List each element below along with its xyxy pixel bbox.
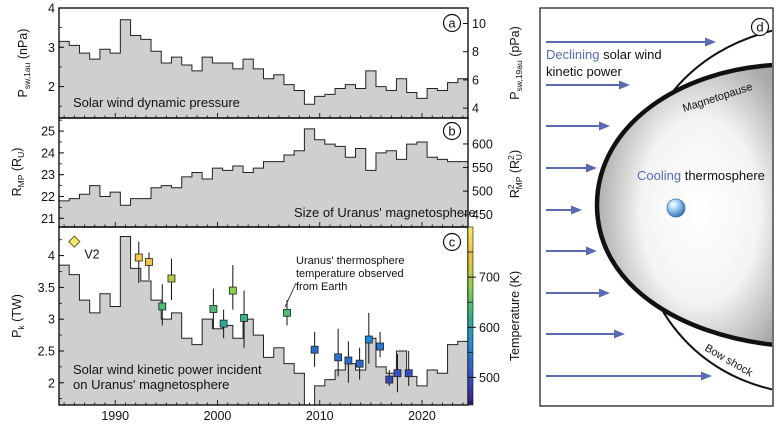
- panel-a-right-ytick-label: 8: [472, 45, 479, 59]
- observation-label-line1: Uranus' thermosphere: [296, 255, 405, 267]
- v2-marker-group: V2: [68, 235, 100, 262]
- temperature-colorbar: [467, 226, 474, 406]
- solar-wind-arrowhead: [705, 37, 716, 47]
- panel-a-ytick-label: 3: [48, 41, 55, 55]
- panel-b-right-ytick-label: 450: [472, 208, 493, 222]
- observation-point: [283, 308, 291, 317]
- panel-d-label: d: [750, 17, 770, 37]
- panel-c-label: c: [442, 232, 462, 252]
- panel-c: V2 Uranus' thermosphere temperature obse…: [10, 226, 522, 423]
- panel-b-ticks: 21 22 23 24 25 450 500 550 600: [41, 119, 493, 227]
- observation-point: [209, 305, 218, 313]
- panel-c-ytick-label: 3.5: [38, 281, 55, 295]
- colorbar-label: Temperature (K): [508, 271, 522, 361]
- svg-text:b: b: [448, 124, 455, 139]
- panel-b-annotation: Size of Uranus' magnetosphere: [294, 205, 476, 220]
- observation-label-line3: from Earth: [296, 281, 347, 293]
- observation-point: [134, 253, 143, 262]
- observation-point: [404, 369, 413, 378]
- xtick-label: 2000: [204, 409, 232, 423]
- panel-a-ytick-label: 2: [48, 80, 55, 94]
- colorbar-ticks: 500 600 700: [468, 251, 500, 403]
- observation-point: [219, 319, 228, 328]
- observation-points: [134, 241, 413, 393]
- panel-d: Declining solar wind kinetic power Cooli…: [539, 7, 774, 407]
- diagram-text-line1: Declining solar wind: [546, 47, 662, 62]
- observation-point: [158, 302, 167, 311]
- kinetic-power-area: [59, 236, 468, 405]
- panel-b-ytick-label: 21: [41, 212, 55, 226]
- v2-label: V2: [84, 248, 99, 262]
- observation-point: [376, 342, 384, 351]
- observation-point: [364, 335, 373, 344]
- xtick-label: 2010: [306, 409, 334, 423]
- panel-b-label: b: [442, 121, 462, 141]
- panel-b-ytick-label: 23: [41, 168, 55, 182]
- v2-marker: [68, 235, 81, 248]
- panel-a-right-ytick-label: 10: [472, 17, 486, 31]
- colorbar-tick-label: 700: [479, 271, 500, 285]
- solar-wind-arrowhead: [586, 163, 597, 173]
- panel-b-right-ytick-label: 600: [472, 137, 493, 151]
- panel-b-ytick-label: 25: [41, 125, 55, 139]
- observation-point: [344, 356, 353, 365]
- thermosphere-sphere: [666, 198, 686, 218]
- solar-wind-arrowhead: [599, 288, 610, 298]
- solar-wind-arrowhead: [614, 329, 625, 339]
- svg-text:d: d: [756, 20, 763, 35]
- observation-point: [145, 258, 153, 266]
- xtick-label: 2020: [408, 409, 436, 423]
- observation-point: [167, 274, 176, 283]
- observation-point: [240, 314, 248, 322]
- xtick-label: 1990: [101, 409, 129, 423]
- panel-a-right-ylabel: Psw,19au (pPa): [508, 26, 524, 100]
- observation-point: [334, 353, 343, 362]
- observation-point: [310, 345, 319, 354]
- panel-b-ytick-label: 22: [41, 190, 55, 204]
- observation-point: [355, 359, 364, 368]
- panel-b-right-ytick-label: 550: [472, 161, 493, 175]
- observation-leader-line: [284, 282, 297, 308]
- panel-c-ytick-label: 3: [48, 313, 55, 327]
- panel-a-right-ytick-label: 4: [472, 102, 479, 116]
- observation-point: [385, 375, 394, 384]
- panel-a-ytick-label: 4: [48, 2, 55, 16]
- panel-b-right-ylabel: R2MP (R2U): [506, 150, 524, 198]
- panel-c-annotation-line2: on Uranus' magnetosphere: [73, 377, 229, 392]
- panel-a-right-ytick-label: 6: [472, 73, 479, 87]
- dynamic-pressure-area: [59, 19, 468, 118]
- panel-b-ytick-label: 24: [41, 146, 55, 160]
- svg-text:c: c: [449, 235, 456, 250]
- solar-wind-arrowhead: [599, 121, 610, 131]
- colorbar-tick-label: 500: [479, 371, 500, 385]
- colorbar-tick-label: 600: [479, 321, 500, 335]
- panel-c-ytick-label: 2.5: [38, 344, 55, 358]
- panel-b-ylabel: RMP (RU): [10, 148, 26, 197]
- solar-wind-arrowhead: [619, 80, 630, 90]
- thermosphere-label: Cooling thermosphere: [637, 168, 765, 183]
- observation-point: [393, 369, 402, 378]
- diagram-text-line2: kinetic power: [546, 64, 623, 79]
- solar-wind-arrows: [546, 37, 716, 381]
- solar-wind-arrowhead: [571, 205, 582, 215]
- solar-wind-arrowhead: [701, 371, 712, 381]
- panel-a: 2 3 4 4 6 8 10 Solar wind dynamic pressure a P…: [16, 2, 524, 119]
- panel-c-ylabel: Pk (TW): [10, 294, 26, 338]
- panel-b: 21 22 23 24 25 450 500 550 600 Size of Uranus' m…: [10, 117, 524, 228]
- observation-point: [228, 286, 237, 295]
- magnetosphere-size-area: [59, 128, 468, 227]
- panel-c-ticks: 2 2.5 3 3.5 4 1990 2000 2010 2020: [38, 239, 464, 423]
- panel-a-ylabel: Psw,1au (nPa): [16, 29, 32, 98]
- panel-a-label: a: [442, 13, 462, 33]
- observation-label-line2: temperature observed: [296, 268, 404, 280]
- svg-text:a: a: [448, 16, 456, 31]
- panel-c-ytick-label: 2: [48, 376, 55, 390]
- panel-a-annotation: Solar wind dynamic pressure: [73, 95, 240, 110]
- panel-c-annotation-line1: Solar wind kinetic power incident: [73, 362, 262, 377]
- solar-wind-arrowhead: [586, 246, 597, 256]
- panel-b-right-ytick-label: 500: [472, 185, 493, 199]
- panel-c-ytick-label: 4: [48, 249, 55, 263]
